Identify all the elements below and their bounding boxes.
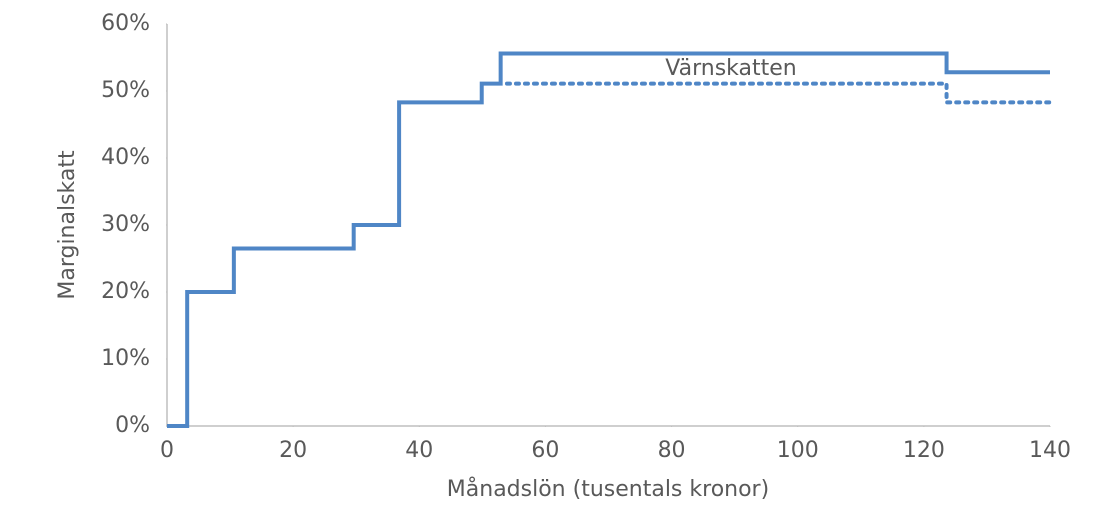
annotation: Värnskatten xyxy=(665,56,796,81)
x-axis-title: Månadslön (tusentals kronor) xyxy=(447,476,769,502)
y-axis-title: Marginalskatt xyxy=(55,150,80,300)
x-tick-label: 40 xyxy=(405,438,433,463)
y-tick-label: 50% xyxy=(101,78,150,103)
y-tick-label: 20% xyxy=(101,279,150,304)
x-tick-label: 100 xyxy=(777,438,819,463)
y-tick-label: 0% xyxy=(115,413,150,438)
line-series xyxy=(504,81,1052,105)
x-tick-label: 0 xyxy=(160,438,174,463)
y-tick-label: 30% xyxy=(101,212,150,237)
y-tick-label: 40% xyxy=(101,145,150,170)
x-tick-label: 140 xyxy=(1029,438,1071,463)
x-tick-label: 60 xyxy=(531,438,559,463)
x-tick-label: 120 xyxy=(903,438,945,463)
y-tick-label: 60% xyxy=(101,11,150,36)
x-tick-label: 80 xyxy=(658,438,686,463)
line-series xyxy=(167,51,1050,428)
x-tick-label: 20 xyxy=(279,438,307,463)
y-tick-label: 10% xyxy=(101,346,150,371)
